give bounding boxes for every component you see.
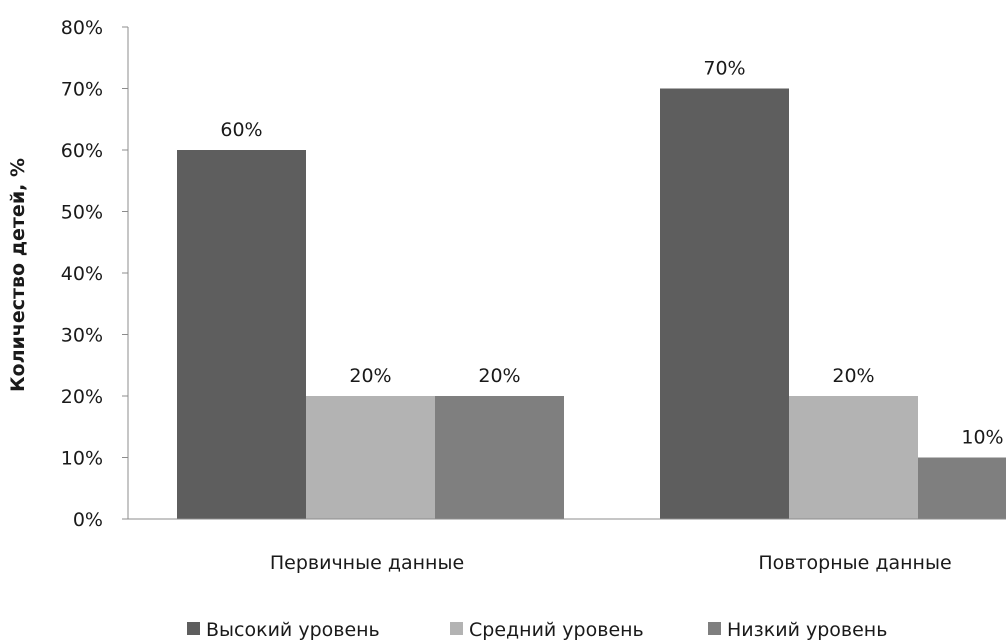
legend: Высокий уровень Средний уровень Низкий уро… <box>187 619 887 641</box>
y-axis-ticks: 0% 10% 20% 30% 40% 50% 60% 70% 80% <box>61 17 128 531</box>
y-tick-label: 70% <box>61 79 103 101</box>
bar-value-label: 70% <box>703 58 745 80</box>
bar-value-label: 60% <box>220 119 262 141</box>
bar-value-label: 20% <box>832 365 874 387</box>
y-tick-label: 60% <box>61 140 103 162</box>
y-tick-label: 30% <box>61 325 103 347</box>
y-tick-label: 20% <box>61 386 103 408</box>
bar <box>660 88 789 519</box>
legend-swatch <box>708 622 721 635</box>
category-labels-group: Первичные данные Повторные данные <box>270 552 952 574</box>
bar <box>177 150 306 519</box>
legend-label: Высокий уровень <box>206 619 380 641</box>
category-label: Первичные данные <box>270 552 464 574</box>
category-label: Повторные данные <box>758 552 951 574</box>
bar-value-label: 20% <box>349 365 391 387</box>
y-tick-label: 40% <box>61 263 103 285</box>
data-labels-group: 60% 70% 20% 20% 20% 10% <box>220 58 1003 449</box>
axes-group <box>127 27 1006 520</box>
bar <box>918 457 1006 519</box>
bar <box>435 396 564 519</box>
y-axis-title: Количество детей, % <box>7 158 29 392</box>
legend-swatch <box>187 622 200 635</box>
legend-label: Низкий уровень <box>727 619 887 641</box>
bar-value-label: 10% <box>961 427 1003 449</box>
legend-label: Средний уровень <box>469 619 644 641</box>
y-tick-label: 50% <box>61 202 103 224</box>
bar <box>789 396 918 519</box>
bars-group <box>177 88 1006 519</box>
legend-swatch <box>450 622 463 635</box>
y-tick-label: 10% <box>61 448 103 470</box>
bar-value-label: 20% <box>478 365 520 387</box>
bar <box>306 396 435 519</box>
y-tick-label: 0% <box>73 509 103 531</box>
y-tick-label: 80% <box>61 17 103 39</box>
